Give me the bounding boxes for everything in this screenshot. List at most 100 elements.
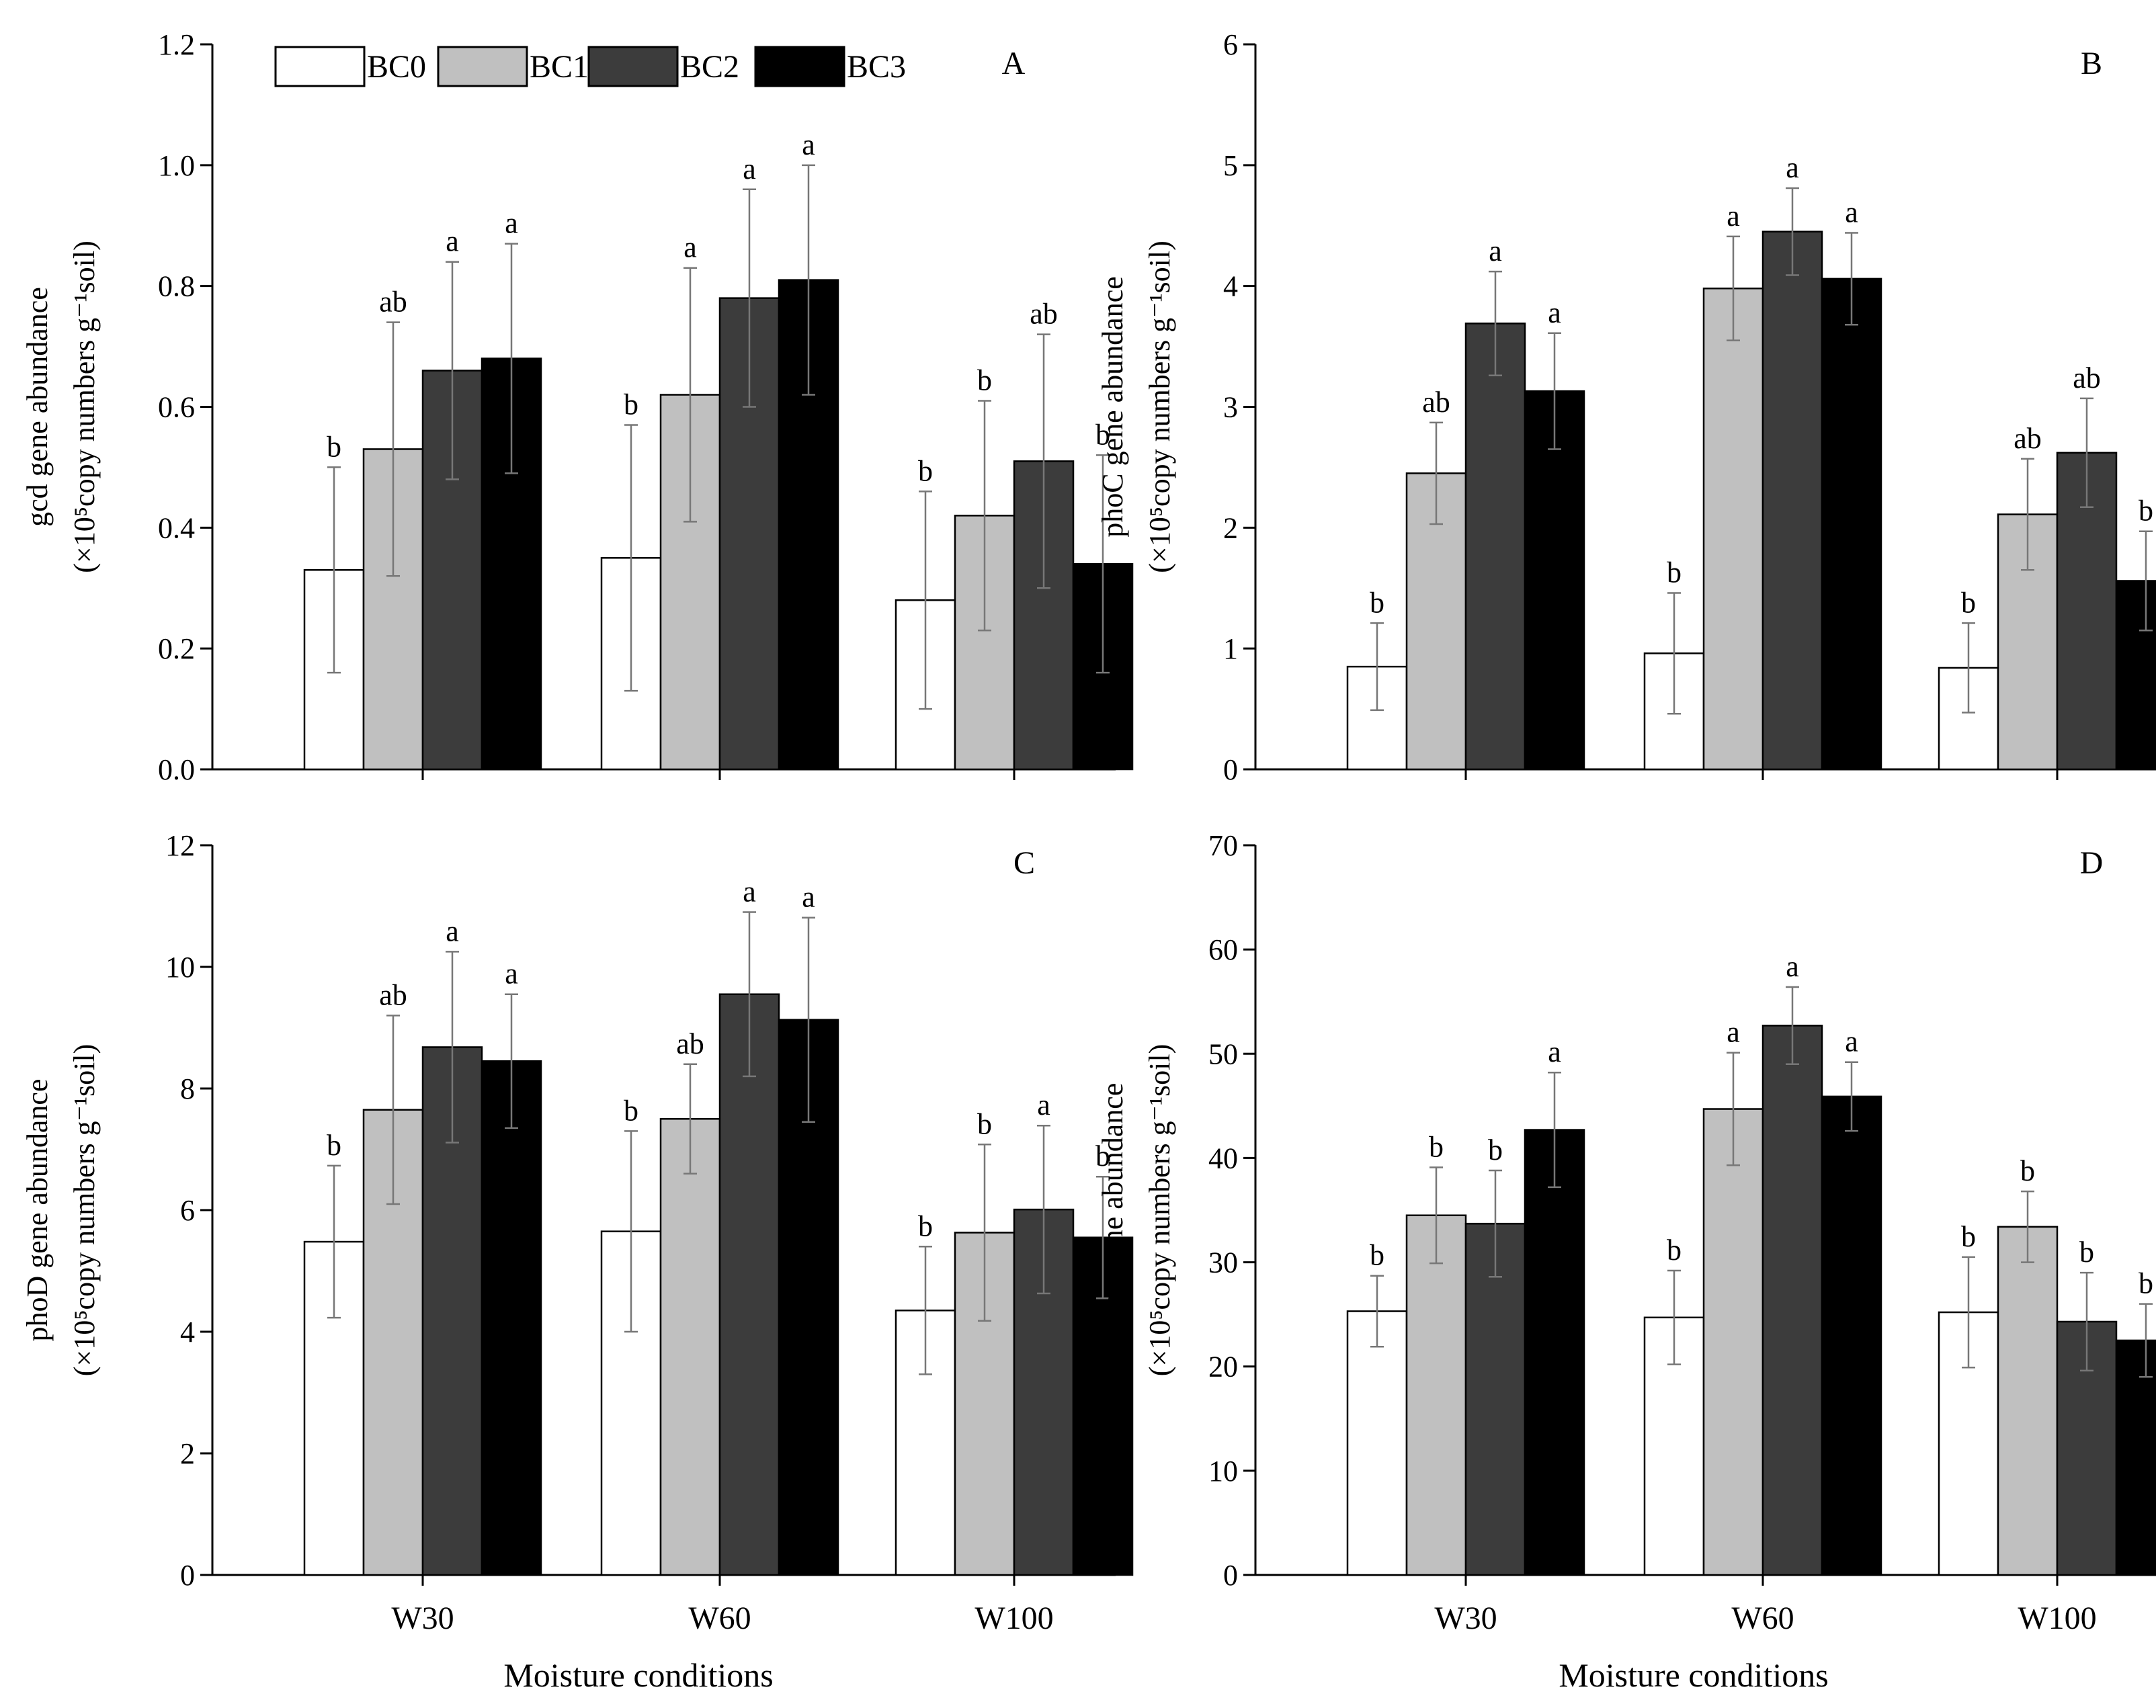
y-axis-title: phoC gene abundance <box>1096 276 1129 538</box>
bar-bc3 <box>1821 1095 1882 1576</box>
significance-letter: a <box>1727 1016 1740 1049</box>
y-tick-label: 1.0 <box>158 149 195 182</box>
significance-letter: b <box>2079 1236 2094 1269</box>
x-tick-label: W30 <box>1434 1600 1497 1636</box>
y-tick-label: 0 <box>1223 1559 1238 1592</box>
legend: BC0 BC1 BC2 BC3 <box>274 46 906 87</box>
x-axis-title: Moisture conditions <box>503 1656 773 1694</box>
panel-d: 0 10 20 30 40 50 60 70 W30 W60 W100 b b b b a b b a b a a b Dpq… <box>1096 829 2156 1694</box>
significance-letter: b <box>327 1129 341 1162</box>
y-tick-label: 12 <box>165 829 195 862</box>
significance-letter: a <box>1786 950 1799 983</box>
bar-bc0 <box>1346 1310 1408 1576</box>
y-tick-label: 0 <box>1223 753 1238 786</box>
significance-letter: a <box>1845 1025 1858 1058</box>
significance-letter: b <box>624 1094 638 1127</box>
legend-label-bc1: BC1 <box>530 49 589 85</box>
y-tick-label: 3 <box>1223 391 1238 424</box>
y-tick-label: 0.6 <box>158 391 195 424</box>
significance-letter: a <box>683 231 697 264</box>
significance-letter: a <box>802 128 815 161</box>
bar-bc1 <box>1702 288 1764 771</box>
bar-bc2 <box>718 993 780 1576</box>
significance-letter: a <box>1489 234 1502 267</box>
significance-letter: b <box>1667 556 1682 589</box>
y-tick-label: 5 <box>1223 149 1238 182</box>
y-axis-subtitle: (×10⁵copy numbers g⁻¹soil) <box>68 241 101 573</box>
x-tick-label: W60 <box>688 1600 751 1636</box>
significance-letter: a <box>1037 1088 1050 1121</box>
panel-label: A <box>1002 46 1026 81</box>
y-tick-label: 2 <box>1223 511 1238 544</box>
significance-letter: b <box>918 1209 933 1242</box>
y-axis-title: gcd gene abundance <box>21 287 54 527</box>
bar-bc2 <box>1761 230 1823 771</box>
significance-letter: b <box>2020 1154 2035 1187</box>
y-tick-label: 50 <box>1208 1037 1238 1070</box>
bar-bc1 <box>1702 1108 1764 1576</box>
significance-letter: a <box>802 881 815 914</box>
significance-letter: b <box>1370 1239 1384 1272</box>
y-tick-label: 10 <box>165 951 195 984</box>
bar-bc1 <box>1997 1226 2059 1576</box>
significance-letter: b <box>1961 1220 1976 1253</box>
y-tick-label: 60 <box>1208 933 1238 966</box>
significance-letter: a <box>743 876 756 908</box>
significance-letter: ab <box>2014 422 2042 455</box>
significance-letter: b <box>977 1107 992 1140</box>
bar-bc1 <box>954 1232 1015 1576</box>
significance-letter: b <box>1961 586 1976 619</box>
panel-a: 0.00.20.40.60.81.01.2bbbababaaabaabAgcd … <box>21 28 1134 786</box>
legend-swatch-bc1 <box>437 46 528 87</box>
y-tick-label: 70 <box>1208 829 1238 862</box>
significance-letter: a <box>1786 151 1799 184</box>
significance-letter: ab <box>2073 361 2101 394</box>
x-tick-label: W100 <box>2018 1600 2096 1636</box>
y-tick-label: 40 <box>1208 1142 1238 1175</box>
significance-letter: a <box>446 225 459 258</box>
bar-bc3 <box>1524 390 1585 771</box>
y-axis-subtitle: (×10⁵copy numbers g⁻¹soil) <box>1143 241 1176 573</box>
y-axis-subtitle: (×10⁵copy numbers g⁻¹soil) <box>68 1044 101 1377</box>
significance-letter: a <box>1548 296 1561 329</box>
y-tick-label: 0.0 <box>158 753 195 786</box>
x-tick-label: W60 <box>1731 1600 1794 1636</box>
bar-bc3 <box>481 1060 542 1576</box>
significance-letter: b <box>1095 1140 1110 1172</box>
legend-swatch-bc3 <box>754 46 845 87</box>
significance-letter: ab <box>379 978 407 1011</box>
bar-bc3 <box>1821 277 1882 771</box>
y-tick-label: 1 <box>1223 632 1238 665</box>
significance-letter: ab <box>676 1027 704 1060</box>
y-tick-label: 0 <box>180 1559 195 1592</box>
panel-label: D <box>2080 845 2104 881</box>
bar-bc3 <box>1524 1129 1585 1576</box>
significance-letter: b <box>1095 418 1110 451</box>
legend-swatch-bc0 <box>274 46 366 87</box>
significance-letter: b <box>1488 1134 1503 1166</box>
y-tick-label: 30 <box>1208 1246 1238 1279</box>
significance-letter: b <box>2139 1267 2153 1300</box>
significance-letter: b <box>1667 1234 1682 1267</box>
x-tick-label: W100 <box>975 1600 1053 1636</box>
bar-bc2 <box>1761 1025 1823 1576</box>
bar-bc3 <box>2115 580 2156 771</box>
significance-letter: b <box>1370 586 1384 619</box>
bar-bc1 <box>1405 1214 1467 1576</box>
significance-letter: ab <box>379 286 407 318</box>
significance-letter: b <box>624 388 638 421</box>
significance-letter: b <box>918 454 933 487</box>
y-tick-label: 6 <box>180 1194 195 1227</box>
significance-letter: a <box>446 914 459 947</box>
significance-letter: b <box>327 430 341 463</box>
significance-letter: a <box>1845 196 1858 229</box>
y-tick-label: 8 <box>180 1072 195 1105</box>
bar-bc1 <box>659 1118 721 1576</box>
y-tick-label: 1.2 <box>158 28 195 61</box>
legend-label-bc2: BC2 <box>680 49 739 85</box>
legend-label-bc0: BC0 <box>367 49 426 85</box>
significance-letter: a <box>1727 200 1740 232</box>
legend-label-bc3: BC3 <box>847 49 906 85</box>
x-axis-title: Moisture conditions <box>1559 1656 1828 1694</box>
